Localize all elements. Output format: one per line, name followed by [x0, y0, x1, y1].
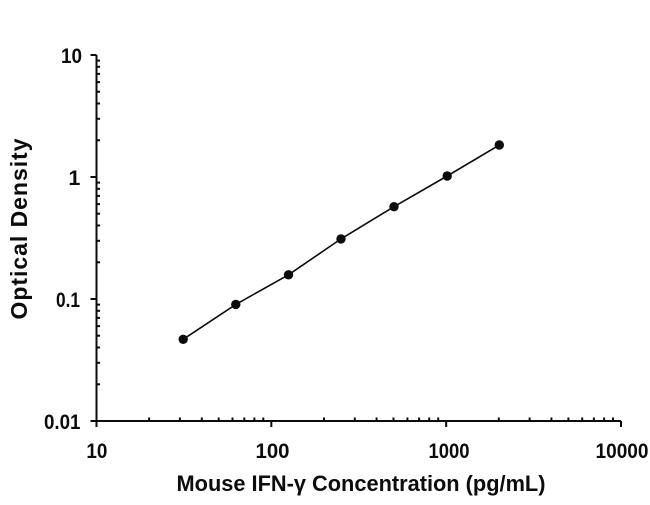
svg-text:10: 10 — [86, 439, 107, 463]
svg-text:0.1: 0.1 — [56, 288, 80, 312]
svg-text:10: 10 — [61, 44, 82, 68]
svg-text:Mouse IFN-γ Concentration (pg/: Mouse IFN-γ Concentration (pg/mL) — [177, 471, 546, 496]
svg-text:1: 1 — [68, 166, 80, 190]
svg-text:0.01: 0.01 — [44, 410, 81, 434]
svg-text:Optical Density: Optical Density — [6, 138, 32, 319]
svg-text:100: 100 — [256, 439, 290, 463]
svg-text:1000: 1000 — [429, 439, 470, 463]
svg-text:10000: 10000 — [596, 439, 649, 463]
